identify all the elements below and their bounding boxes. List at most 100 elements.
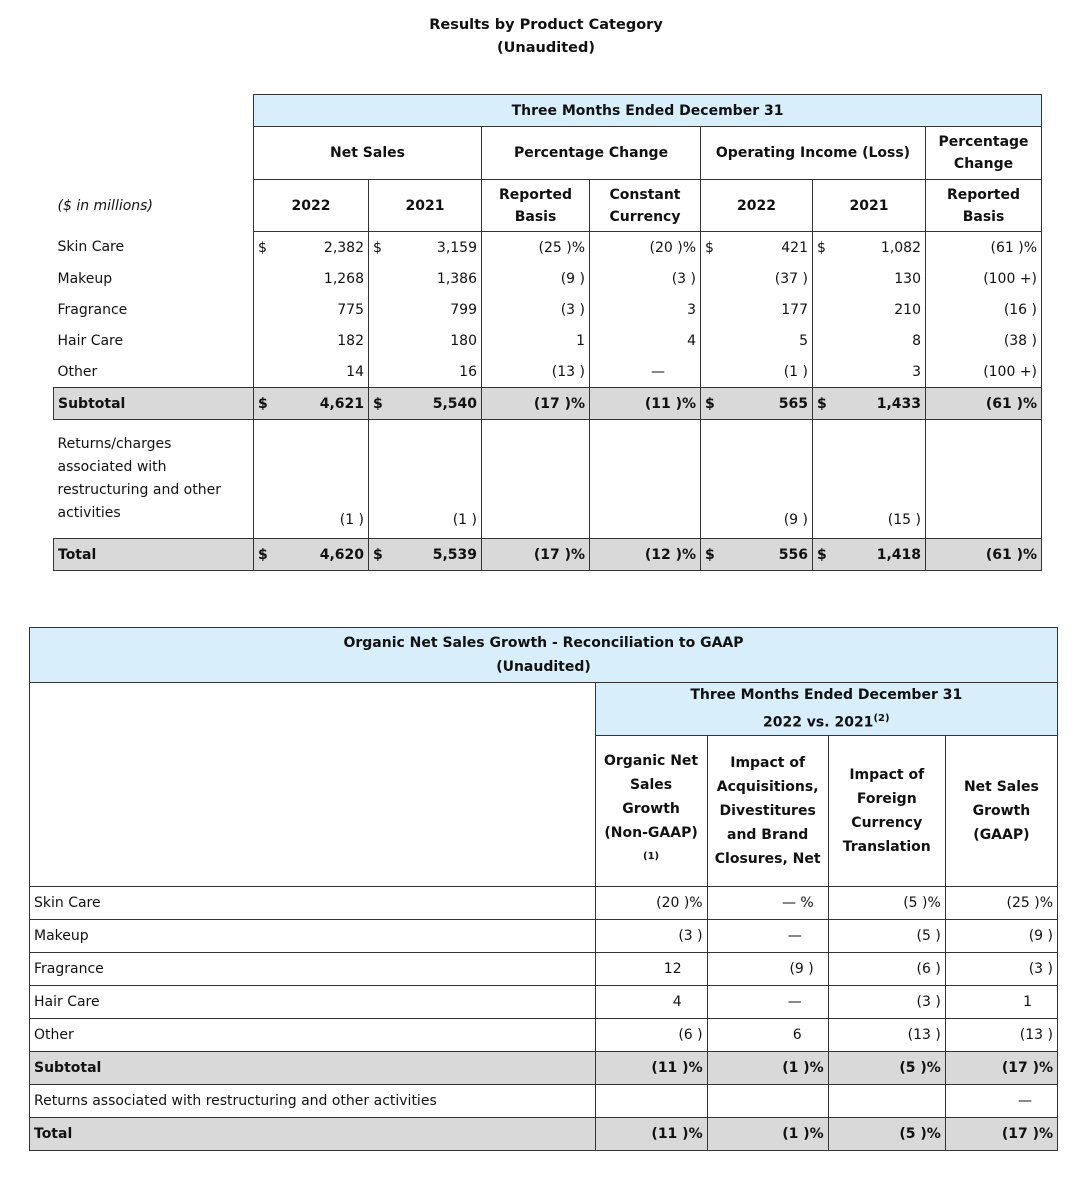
cell-value: 1,433 <box>876 395 921 412</box>
cell-value: (6 ) <box>827 952 946 986</box>
dollar-sign: $ <box>705 395 715 412</box>
cell-value: 3 <box>812 356 926 388</box>
net-sales-header: Net Sales <box>253 126 482 180</box>
row-label: Hair Care <box>57 332 124 349</box>
col-operating-income-2021: 2021 <box>812 179 926 232</box>
percentage-change-header: Percentage Change <box>481 126 701 180</box>
row-label: Fragrance <box>29 952 596 986</box>
col-acquisitions-impact: Impact of Acquisitions, Divestitures and… <box>706 735 829 887</box>
cell-value: 210 <box>812 294 926 325</box>
cell-value: 4,621 <box>319 395 364 412</box>
t2-period-line1: Three Months Ended December 31 <box>690 687 963 704</box>
cell-value: (37 ) <box>700 263 813 294</box>
col-operating-income-2022: 2022 <box>700 179 813 232</box>
cell-value: (3 ) <box>594 919 708 953</box>
cell-value: (100 +) <box>924 356 1043 388</box>
dollar-sign: $ <box>258 546 268 563</box>
row-label: Subtotal <box>29 1051 596 1085</box>
row-label: Skin Care <box>57 239 125 256</box>
cell-value: 5 <box>700 325 813 356</box>
table-row: Fragrance 12 (9 ) (6 ) (3 ) <box>29 952 1059 986</box>
t2-period-line2: 2022 vs. 2021 <box>762 714 874 731</box>
cell-value: (13 ) <box>481 356 590 388</box>
table-row: Hair Care 4 — (3 ) 1 <box>29 985 1059 1019</box>
row-label: Makeup <box>57 270 113 287</box>
returns-row: Returns associated with restructuring an… <box>29 1084 1059 1118</box>
cell-value: 1 <box>481 325 590 356</box>
cell-value: (15 ) <box>812 419 926 539</box>
cell-value: 2,382 <box>323 239 364 256</box>
cell-value: 799 <box>368 294 482 325</box>
col-organic-label: Organic Net Sales Growth (Non-GAAP) <box>604 753 699 842</box>
table-row: Fragrance 775 799 (3 ) 3 177 210 (16 ) <box>54 294 1043 325</box>
table-row: Makeup 1,268 1,386 (9 ) (3 ) (37 ) 130 (… <box>54 263 1043 294</box>
cell-value: (3 ) <box>827 985 946 1019</box>
cell-value: (1 ) <box>253 419 369 539</box>
cell-value: (3 ) <box>944 952 1059 986</box>
cell-value: 1,268 <box>253 263 369 294</box>
cell-value: 16 <box>368 356 482 388</box>
operating-income-header: Operating Income (Loss) <box>700 126 926 180</box>
cell-value: (1 )% <box>706 1117 829 1151</box>
cell-value: 4 <box>589 325 701 356</box>
cell-value: 1,386 <box>368 263 482 294</box>
cell-value: 12 <box>594 952 708 986</box>
total-row: Total (11 )% (1 )% (5 )% (17 )% <box>29 1117 1059 1151</box>
organic-growth-table: Organic Net Sales Growth - Reconciliatio… <box>29 627 1059 1151</box>
col-constant-currency: Constant Currency <box>589 179 701 232</box>
cell-value: 1,082 <box>880 239 921 256</box>
row-label: Hair Care <box>29 985 596 1019</box>
row-label: Returns/charges associated with restruct… <box>54 420 254 539</box>
cell-value: — <box>706 985 829 1019</box>
cell-value: 6 <box>706 1018 829 1052</box>
row-label-line2: restructuring and other activities <box>57 482 221 521</box>
dollar-sign: $ <box>705 546 715 563</box>
dollar-sign: $ <box>817 239 826 256</box>
cell-value: 5,539 <box>432 546 477 563</box>
cell-value: — <box>706 919 829 953</box>
row-label: Makeup <box>29 919 596 953</box>
cell-value: (20 )% <box>594 886 708 920</box>
cell-value: (61 )% <box>924 387 1043 420</box>
results-title-line1: Results by Product Category <box>429 17 663 33</box>
cell-value: 177 <box>700 294 813 325</box>
cell-value: 4,620 <box>319 546 364 563</box>
organic-growth-title-line1: Organic Net Sales Growth - Reconciliatio… <box>343 635 744 651</box>
cell-value: (1 )% <box>706 1051 829 1085</box>
cell-value: (20 )% <box>589 231 701 263</box>
cell-value: (5 )% <box>827 1117 946 1151</box>
cell-value: (17 )% <box>944 1117 1059 1151</box>
cell-value: (11 )% <box>594 1117 708 1151</box>
cell-value: (3 ) <box>589 263 701 294</box>
dollar-sign: $ <box>373 546 383 563</box>
cell-value: (100 +) <box>924 263 1043 294</box>
dollar-sign: $ <box>373 395 383 412</box>
cell-value: 8 <box>812 325 926 356</box>
dollar-sign: $ <box>817 395 827 412</box>
cell-value: 5,540 <box>432 395 477 412</box>
cell-value: (5 )% <box>827 886 946 920</box>
total-row: Total $4,620 $5,539 (17 )% (12 )% $556 $… <box>53 538 1043 571</box>
period-header: Three Months Ended December 31 <box>252 94 1043 127</box>
cell-value: (38 ) <box>924 325 1043 356</box>
cell-value: 3,159 <box>436 239 477 256</box>
cell-value: 182 <box>253 325 369 356</box>
cell-value: (61 )% <box>924 538 1043 571</box>
cell-value: (1 ) <box>700 356 813 388</box>
row-label: Subtotal <box>53 387 254 420</box>
cell-value: 421 <box>781 239 808 256</box>
dollar-sign: $ <box>258 239 267 256</box>
col-net-sales-2022: 2022 <box>253 179 369 232</box>
cell-value: (9 ) <box>706 952 829 986</box>
cell-value: — <box>589 356 701 388</box>
cell-value: 1 <box>944 985 1059 1019</box>
col-net-sales-2021: 2021 <box>368 179 482 232</box>
organic-growth-title-line2: (Unaudited) <box>496 659 591 675</box>
cell-value: 180 <box>368 325 482 356</box>
returns-row: Returns/charges associated with restruct… <box>54 419 1043 539</box>
units-label: ($ in millions) <box>57 197 153 214</box>
cell-value: (9 ) <box>481 263 590 294</box>
cell-value: (25 )% <box>481 231 590 263</box>
row-label: Total <box>53 538 254 571</box>
row-label: Other <box>29 1018 596 1052</box>
